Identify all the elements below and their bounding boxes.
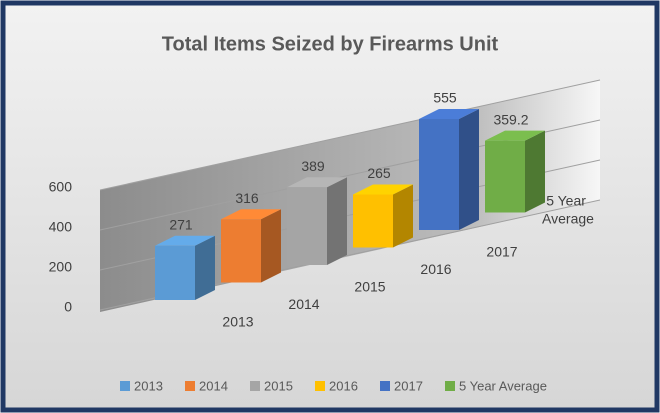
data-label: 316 <box>235 190 259 206</box>
x-tick-label: 2017 <box>486 244 517 260</box>
y-tick-label: 400 <box>49 219 73 235</box>
bar <box>155 245 195 300</box>
legend-label: 2017 <box>394 378 423 393</box>
bar-side <box>327 177 347 265</box>
bar-top <box>353 184 413 195</box>
bar-top <box>419 109 479 119</box>
legend-label: 2015 <box>264 378 293 393</box>
chart-title: Total Items Seized by Firearms Unit <box>162 33 499 55</box>
legend-swatch <box>380 381 390 391</box>
bar-top <box>155 235 215 246</box>
data-label: 359.2 <box>493 111 528 127</box>
legend-label: 5 Year Average <box>459 378 547 393</box>
y-tick-label: 600 <box>49 179 73 195</box>
x-tick-label: 2013 <box>222 314 253 330</box>
bar <box>287 187 327 265</box>
bar-top <box>485 130 545 141</box>
bar <box>353 194 393 248</box>
legend-label: 2014 <box>199 378 228 393</box>
bar-top <box>221 209 281 220</box>
bar <box>485 140 525 213</box>
legend-swatch <box>120 381 130 391</box>
data-label: 265 <box>367 165 391 181</box>
legend-label: 2016 <box>329 378 358 393</box>
bar-side <box>261 209 281 283</box>
y-tick-label: 0 <box>64 299 72 315</box>
grid-line <box>99 79 601 191</box>
x-tick-label: 2014 <box>288 296 319 312</box>
x-tick-label: 2016 <box>420 261 451 277</box>
x-tick-label: 2015 <box>354 279 385 295</box>
legend-swatch <box>250 381 260 391</box>
data-label: 271 <box>169 217 193 233</box>
bar-side <box>459 109 479 230</box>
legend-swatch <box>445 381 455 391</box>
y-tick-label: 200 <box>49 259 73 275</box>
bar-top <box>287 177 347 188</box>
data-label: 555 <box>433 90 457 106</box>
legend-swatch <box>315 381 325 391</box>
bar <box>221 219 261 283</box>
legend-label: 2013 <box>134 378 163 393</box>
data-label: 389 <box>301 158 325 174</box>
bar-side <box>195 235 215 300</box>
bar-side <box>393 184 413 248</box>
bar-side <box>525 130 545 213</box>
legend-swatch <box>185 381 195 391</box>
bar <box>419 119 459 230</box>
x-tick-label: 5 Year Average <box>542 192 594 226</box>
